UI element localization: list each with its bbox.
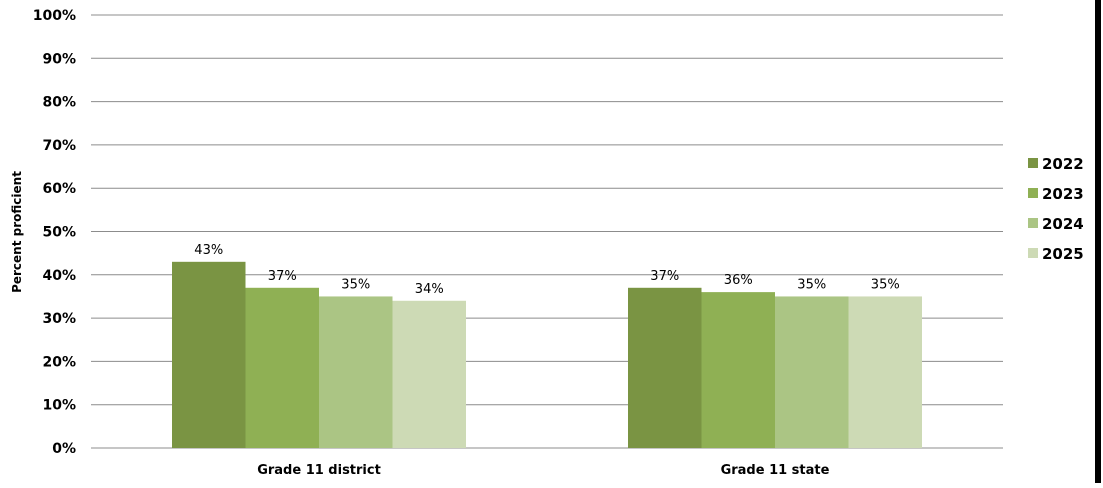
bar-2022-0 — [172, 261, 246, 448]
data-label: 43% — [194, 243, 223, 258]
bar-2024-1 — [775, 296, 849, 448]
legend-label-2022: 2022 — [1042, 155, 1084, 173]
bars — [172, 261, 922, 448]
data-label: 34% — [415, 282, 444, 297]
legend-swatch-2022 — [1028, 158, 1038, 168]
bar-2023-0 — [245, 287, 319, 448]
y-axis-ticks: 0% 10% 20% 30% 40% 50% 60% 70% 80% 90% 100% — [33, 8, 76, 457]
data-label: 35% — [797, 277, 826, 292]
y-tick-label: 80% — [42, 95, 76, 111]
legend-label-2023: 2023 — [1042, 185, 1084, 203]
legend-label-2024: 2024 — [1042, 215, 1084, 233]
x-tick-label: Grade 11 district — [257, 463, 381, 478]
data-label: 35% — [871, 277, 900, 292]
legend-swatch-2024 — [1028, 218, 1038, 228]
legend: 2022 2023 2024 2025 — [1028, 155, 1084, 263]
data-label: 36% — [724, 273, 753, 288]
y-tick-label: 50% — [42, 225, 76, 241]
y-tick-label: 70% — [42, 138, 76, 154]
y-tick-label: 10% — [42, 398, 76, 414]
bar-2022-1 — [628, 287, 702, 448]
bar-2025-1 — [848, 296, 922, 448]
y-tick-label: 20% — [42, 354, 76, 370]
data-labels: 43% 37% 35% 34% 37% 36% 35% 35% — [194, 243, 899, 297]
legend-swatch-2025 — [1028, 248, 1038, 258]
y-tick-label: 60% — [42, 181, 76, 197]
data-label: 37% — [650, 269, 679, 284]
bar-2024-0 — [319, 296, 393, 448]
legend-label-2025: 2025 — [1042, 245, 1084, 263]
legend-swatch-2023 — [1028, 188, 1038, 198]
bar-2025-0 — [392, 300, 466, 448]
data-label: 35% — [341, 277, 370, 292]
y-tick-label: 30% — [42, 311, 76, 327]
y-tick-label: 90% — [42, 51, 76, 67]
frame-border — [1095, 0, 1101, 483]
x-axis-ticks: Grade 11 district Grade 11 state — [257, 463, 829, 478]
y-tick-label: 100% — [33, 8, 76, 24]
bar-chart: 0% 10% 20% 30% 40% 50% 60% 70% 80% 90% 100% 43% 37%… — [10, 8, 1084, 478]
data-label: 37% — [268, 269, 297, 284]
y-axis-label: Percent proficient — [10, 171, 24, 293]
y-tick-label: 40% — [42, 268, 76, 284]
bar-2023-1 — [701, 292, 775, 448]
x-tick-label: Grade 11 state — [721, 463, 830, 478]
y-tick-label: 0% — [52, 441, 76, 457]
